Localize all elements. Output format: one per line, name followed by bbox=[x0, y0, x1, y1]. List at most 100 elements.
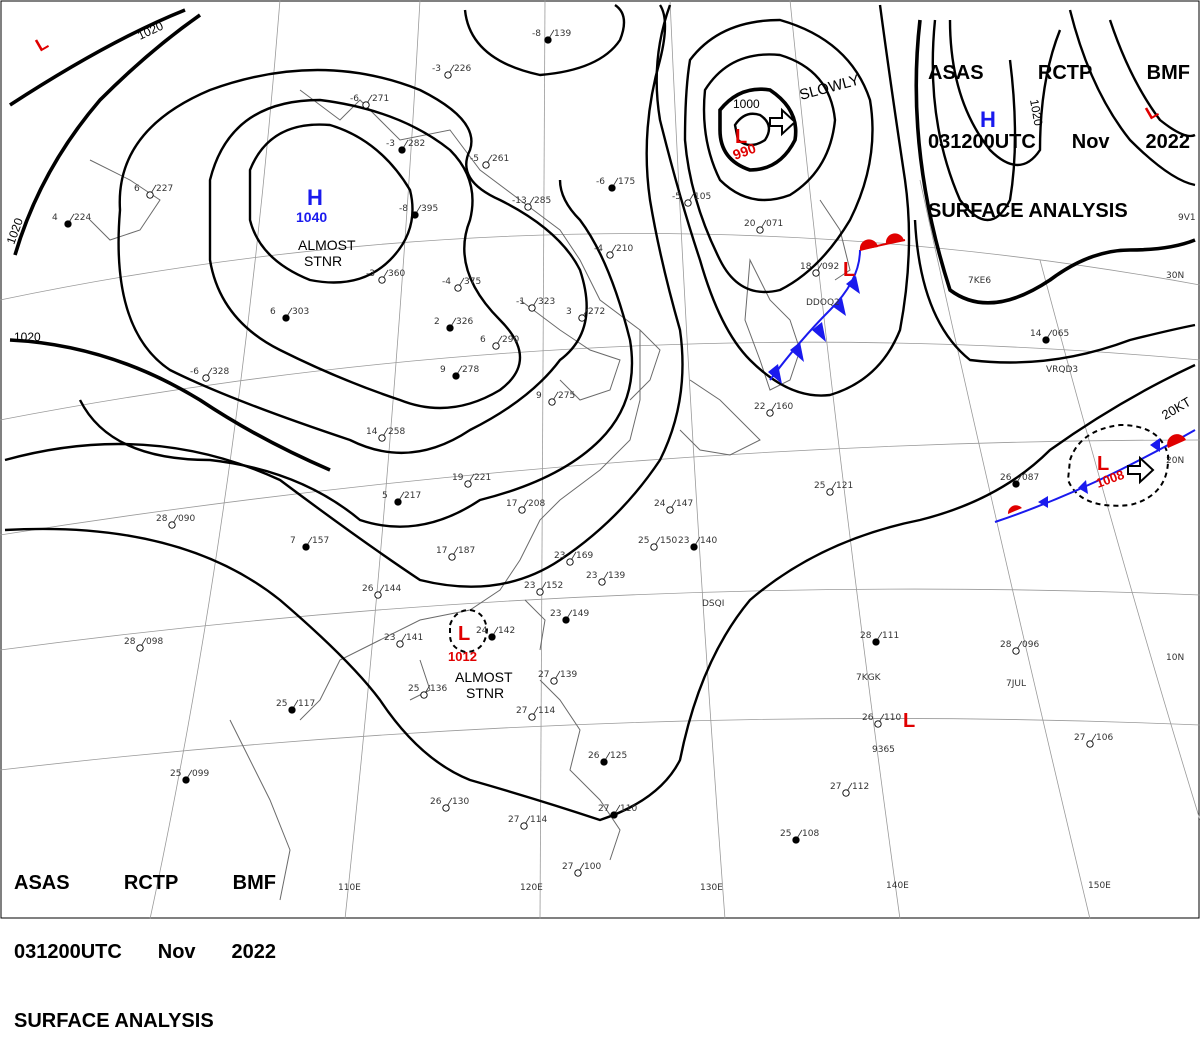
station-plot: 125 26 bbox=[588, 751, 627, 766]
low-pacific-symbol: L bbox=[1097, 453, 1109, 475]
header-product: SURFACE ANALYSIS bbox=[928, 200, 1128, 222]
station-pressure: 221 bbox=[474, 473, 491, 483]
high-center-pressure: 1040 bbox=[296, 209, 327, 225]
station-circle-icon bbox=[874, 720, 882, 728]
coastlines bbox=[89, 89, 851, 901]
header-year: 2022 bbox=[1145, 131, 1190, 153]
station-plot: 114 27 bbox=[516, 706, 555, 721]
station-plot: 290 6 bbox=[480, 335, 519, 350]
station-temperature: 9 bbox=[440, 365, 446, 375]
station-circle-icon bbox=[282, 314, 290, 322]
station-plot: 175 -6 bbox=[596, 177, 635, 192]
station-plot: 187 17 bbox=[436, 546, 475, 561]
station-pressure: 110 bbox=[884, 713, 901, 723]
warm-front-bump bbox=[885, 233, 904, 244]
station-temperature: 19 bbox=[452, 473, 464, 483]
station-circle-icon bbox=[578, 314, 586, 322]
station-temperature: 17 bbox=[436, 546, 447, 556]
lon-label: 130E bbox=[700, 883, 723, 893]
station-temperature: 14 bbox=[1030, 329, 1042, 339]
station-plot: 278 9 bbox=[440, 365, 479, 380]
station-pressure: 224 bbox=[74, 213, 91, 223]
movement-arrows bbox=[769, 107, 1155, 485]
station-temperature: -6 bbox=[596, 177, 605, 187]
stationary-front-warm bbox=[1007, 505, 1022, 514]
low-scs-pressure: 1012 bbox=[448, 649, 477, 664]
station-plot: 142 24 bbox=[476, 626, 515, 641]
station-plot: 110 26 bbox=[862, 713, 901, 728]
station-plot: 169 23 bbox=[554, 551, 593, 566]
station-plot: 121 25 bbox=[814, 481, 853, 496]
station-temperature: 7 bbox=[290, 536, 296, 546]
station-plot: 149 23 bbox=[550, 609, 589, 624]
station-pressure: 140 bbox=[700, 536, 717, 546]
station-temperature: 25 bbox=[814, 481, 825, 491]
station-plot: 087 26 bbox=[1000, 473, 1039, 488]
station-plot: 227 6 bbox=[134, 184, 173, 199]
ship-id: DDOQ2 bbox=[806, 298, 840, 308]
isobar-label: 1020 bbox=[1027, 98, 1045, 127]
station-pressure: 157 bbox=[312, 536, 329, 546]
station-temperature: -3 bbox=[386, 139, 395, 149]
station-temperature: 4 bbox=[52, 213, 58, 223]
station-circle-icon bbox=[684, 199, 692, 207]
station-pressure: 150 bbox=[660, 536, 677, 546]
cold-front-barb bbox=[832, 298, 846, 316]
header-agency: ASAS bbox=[928, 62, 984, 84]
station-temperature: 24 bbox=[476, 626, 488, 636]
station-plot: 395 -8 bbox=[399, 204, 438, 219]
station-plot: 136 25 bbox=[408, 684, 447, 699]
station-temperature: 6 bbox=[270, 307, 276, 317]
header-bottom-left: ASAS RCTP BMF 031200UTC Nov 2022 SURFACE… bbox=[14, 826, 276, 1056]
station-circle-icon bbox=[650, 543, 658, 551]
station-temperature: 3 bbox=[566, 307, 572, 317]
station-plot: 100 27 bbox=[562, 862, 601, 877]
station-temperature: 25 bbox=[276, 699, 287, 709]
station-temperature: 24 bbox=[654, 499, 666, 509]
station-temperature: 28 bbox=[124, 637, 136, 647]
station-circle-icon bbox=[520, 822, 528, 830]
station-pressure: 226 bbox=[454, 64, 471, 74]
station-pressure: 092 bbox=[822, 262, 839, 272]
ship-id: 9V1 bbox=[1178, 213, 1196, 223]
cold-front-barb bbox=[846, 276, 860, 294]
station-circle-icon bbox=[566, 558, 574, 566]
footer-year: 2022 bbox=[231, 941, 276, 963]
station-plot: 117 25 bbox=[276, 699, 315, 714]
station-circle-icon bbox=[464, 480, 472, 488]
lon-label: 150E bbox=[1088, 881, 1111, 891]
station-circle-icon bbox=[666, 506, 674, 514]
station-plot: 139 -8 bbox=[532, 29, 571, 44]
station-plot: 375 -4 bbox=[442, 277, 481, 292]
station-pressure: 121 bbox=[836, 481, 853, 491]
station-pressure: 149 bbox=[572, 609, 589, 619]
station-pressure: 147 bbox=[676, 499, 693, 509]
station-temperature: 28 bbox=[1000, 640, 1012, 650]
station-temperature: 20 bbox=[744, 219, 756, 229]
station-plots: 139-8226-3271-6282-3261-5285-13175-6105-… bbox=[52, 29, 1113, 877]
station-pressure: 360 bbox=[388, 269, 405, 279]
station-pressure: 272 bbox=[588, 307, 605, 317]
ship-id: 7KE6 bbox=[968, 276, 991, 286]
station-pressure: 105 bbox=[694, 192, 711, 202]
station-pressure: 187 bbox=[458, 546, 475, 556]
station-plot: 139 27 bbox=[538, 670, 577, 685]
station-circle-icon bbox=[136, 644, 144, 652]
station-temperature: 27 bbox=[1074, 733, 1085, 743]
station-temperature: 27 bbox=[538, 670, 549, 680]
station-plot: 096 28 bbox=[1000, 640, 1039, 655]
station-circle-icon bbox=[288, 706, 296, 714]
station-pressure: 096 bbox=[1022, 640, 1039, 650]
header-center: RCTP bbox=[1037, 62, 1093, 84]
station-pressure: 130 bbox=[452, 797, 469, 807]
station-temperature: -8 bbox=[399, 204, 408, 214]
station-pressure: 290 bbox=[502, 335, 519, 345]
station-temperature: 28 bbox=[860, 631, 872, 641]
weather-map: 30N 20N 10N 110E 120E 130E 140E 150E bbox=[0, 0, 1200, 919]
station-circle-icon bbox=[756, 226, 764, 234]
station-circle-icon bbox=[872, 638, 880, 646]
station-plot: 326 2 bbox=[434, 317, 473, 332]
station-circle-icon bbox=[826, 488, 834, 496]
ship-id: VRQD3 bbox=[1046, 365, 1078, 375]
